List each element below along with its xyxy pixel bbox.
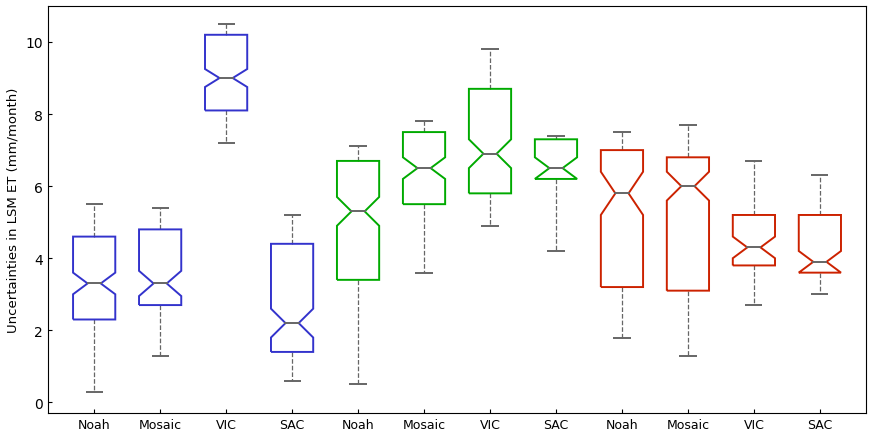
Y-axis label: Uncertainties in LSM ET (mm/month): Uncertainties in LSM ET (mm/month) [7,88,20,332]
